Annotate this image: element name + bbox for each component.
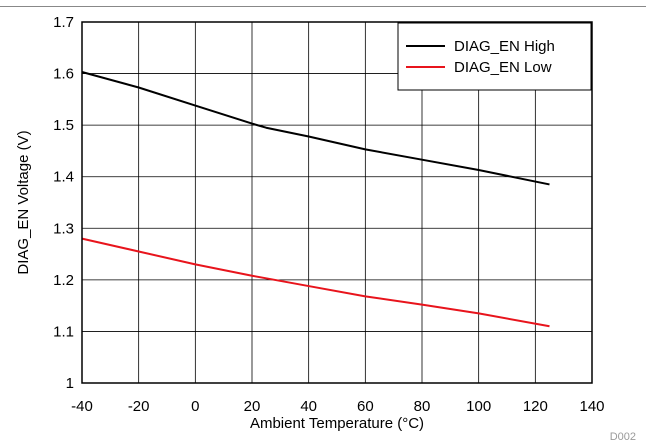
- y-tick-label: 1.1: [53, 323, 74, 340]
- x-tick-label: -20: [128, 398, 150, 415]
- x-axis-title: Ambient Temperature (°C): [250, 415, 424, 432]
- y-tick-label: 1.3: [53, 220, 74, 237]
- legend-label: DIAG_EN Low: [454, 59, 552, 76]
- y-tick-label: 1.6: [53, 66, 74, 83]
- figure-code: D002: [610, 431, 636, 443]
- y-tick-labels: 1 1.1 1.2 1.3 1.4 1.5 1.6 1.7: [53, 14, 74, 392]
- series-line-2: [81, 237, 550, 328]
- x-tick-label: 100: [466, 398, 491, 415]
- series-line-1: [81, 71, 550, 186]
- plot-frame: [81, 21, 593, 384]
- legend-label: DIAG_EN High: [454, 38, 555, 55]
- x-tick-label: 120: [523, 398, 548, 415]
- x-tick-label: 80: [414, 398, 431, 415]
- y-tick-label: 1.2: [53, 272, 74, 289]
- x-tick-label: 40: [300, 398, 317, 415]
- x-tick-label: 60: [357, 398, 374, 415]
- x-tick-label: -40: [71, 398, 93, 415]
- y-tick-label: 1.7: [53, 14, 74, 31]
- legend: DIAG_EN High DIAG_EN Low: [397, 22, 592, 91]
- y-tick-label: 1.4: [53, 169, 74, 186]
- series-layer: [81, 71, 550, 328]
- legend-box: [397, 22, 592, 91]
- top-rule: [0, 6, 646, 7]
- x-tick-label: 20: [244, 398, 261, 415]
- y-tick-label: 1: [66, 375, 74, 392]
- x-tick-label: 0: [191, 398, 199, 415]
- y-axis-title: DIAG_EN Voltage (V): [15, 130, 32, 274]
- x-tick-label: 140: [579, 398, 604, 415]
- y-tick-label: 1.5: [53, 117, 74, 134]
- x-tick-labels: -40 -20 0 20 40 60 80 100 120 140: [71, 398, 604, 415]
